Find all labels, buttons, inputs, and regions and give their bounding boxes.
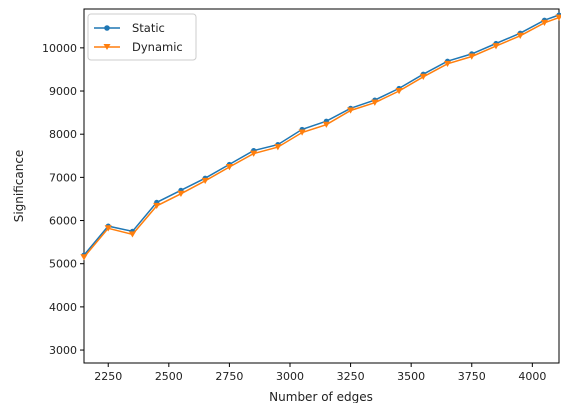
y-tick-label: 9000 bbox=[49, 85, 77, 98]
data-point-dynamic bbox=[128, 231, 137, 238]
data-point-dynamic bbox=[250, 150, 258, 157]
data-point-dynamic bbox=[153, 202, 161, 210]
data-point-dynamic bbox=[201, 177, 209, 185]
data-point-dynamic bbox=[298, 129, 306, 136]
data-point-dynamic bbox=[516, 32, 524, 39]
legend-marker-static bbox=[104, 25, 110, 31]
x-axis: 2250 2500 2750 3000 3250 3500 3750 4000 bbox=[94, 363, 546, 383]
x-tick-label: 2750 bbox=[215, 370, 243, 383]
y-tick-label: 3000 bbox=[49, 344, 77, 357]
y-tick-label: 5000 bbox=[49, 258, 77, 271]
y-tick-label: 10000 bbox=[42, 42, 77, 55]
data-point-dynamic bbox=[104, 225, 112, 232]
data-point-dynamic bbox=[371, 99, 379, 106]
data-point-dynamic bbox=[555, 14, 561, 21]
y-tick-label: 7000 bbox=[49, 171, 77, 184]
x-tick-label: 2500 bbox=[155, 370, 183, 383]
y-tick-label: 8000 bbox=[49, 128, 77, 141]
x-axis-label: Number of edges bbox=[269, 390, 373, 403]
data-point-dynamic bbox=[395, 88, 403, 95]
x-tick-label: 3500 bbox=[397, 370, 425, 383]
data-point-dynamic bbox=[540, 19, 549, 27]
x-tick-label: 2250 bbox=[94, 370, 122, 383]
legend: Static Dynamic bbox=[87, 13, 197, 61]
plot-area bbox=[83, 8, 560, 364]
plot-frame bbox=[83, 8, 560, 364]
data-point-dynamic bbox=[492, 43, 500, 50]
data-point-dynamic bbox=[419, 73, 427, 80]
y-tick-label: 4000 bbox=[49, 301, 77, 314]
data-point-dynamic bbox=[346, 107, 355, 114]
x-tick-label: 3000 bbox=[276, 370, 304, 383]
series-dynamic bbox=[80, 14, 561, 261]
data-point-dynamic bbox=[80, 254, 88, 261]
legend-box bbox=[87, 13, 197, 61]
data-point-dynamic bbox=[225, 164, 234, 171]
x-tick-label: 3750 bbox=[458, 370, 486, 383]
series-layer bbox=[80, 12, 561, 261]
y-axis-label: Significance bbox=[12, 150, 26, 223]
legend-marker-dynamic bbox=[103, 44, 111, 50]
data-point-dynamic bbox=[443, 60, 452, 68]
legend-label-dynamic: Dynamic bbox=[132, 40, 183, 54]
x-tick-label: 3250 bbox=[337, 370, 365, 383]
y-axis: 3000 4000 5000 6000 7000 8000 9000 10000 bbox=[42, 42, 84, 357]
legend-label-static: Static bbox=[132, 21, 165, 35]
y-tick-label: 6000 bbox=[49, 215, 77, 228]
data-point-dynamic bbox=[274, 144, 282, 151]
data-point-dynamic bbox=[177, 190, 185, 197]
data-point-dynamic bbox=[468, 53, 476, 60]
x-tick-label: 4000 bbox=[518, 370, 546, 383]
data-point-dynamic bbox=[322, 121, 330, 128]
